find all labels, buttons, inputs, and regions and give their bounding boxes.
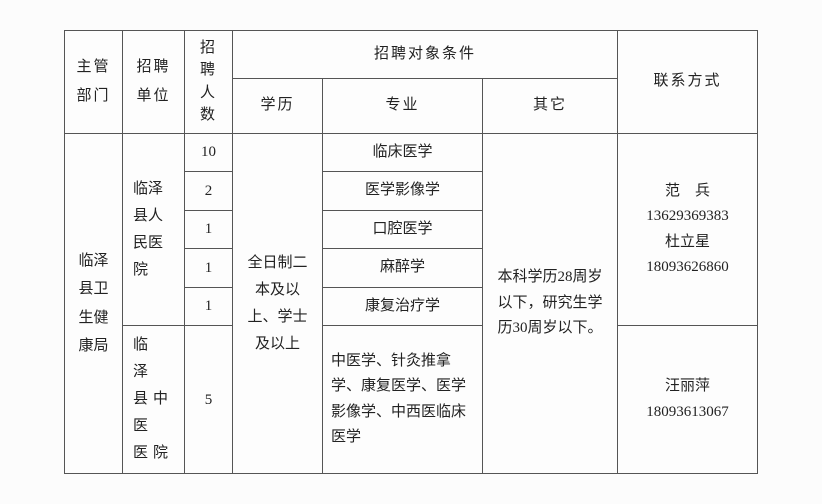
cell-major: 麻醉学 xyxy=(323,249,483,288)
cell-edu: 全日制二本及以上、学士及以上 xyxy=(233,133,323,474)
hdr-dept: 主管部门 xyxy=(65,30,123,133)
cell-count: 2 xyxy=(185,172,233,211)
cell-count: 10 xyxy=(185,133,233,172)
hdr-cond: 招聘对象条件 xyxy=(233,30,618,78)
cell-unit1: 临泽县人民医院 xyxy=(123,133,185,326)
cell-unit2: 临 泽 县中 医 医院 xyxy=(123,326,185,474)
cell-dept: 临泽县卫生健康局 xyxy=(65,133,123,474)
cell-major: 口腔医学 xyxy=(323,210,483,249)
hdr-edu: 学历 xyxy=(233,79,323,134)
cell-major: 医学影像学 xyxy=(323,172,483,211)
cell-count: 5 xyxy=(185,326,233,474)
cell-major: 中医学、针灸推拿学、康复医学、医学影像学、中西医临床医学 xyxy=(323,326,483,474)
cell-contact1: 范 兵13629369383杜立星18093626860 xyxy=(618,133,758,326)
cell-major: 康复治疗学 xyxy=(323,287,483,326)
hdr-major: 专业 xyxy=(323,79,483,134)
table-row: 临 泽 县中 医 医院 5 中医学、针灸推拿学、康复医学、医学影像学、中西医临床… xyxy=(65,326,758,474)
cell-contact2: 汪丽萍18093613067 xyxy=(618,326,758,474)
cell-count: 1 xyxy=(185,287,233,326)
cell-count: 1 xyxy=(185,249,233,288)
hdr-contact: 联系方式 xyxy=(618,30,758,133)
cell-major: 临床医学 xyxy=(323,133,483,172)
table-row: 临泽县卫生健康局 临泽县人民医院 10 全日制二本及以上、学士及以上 临床医学 … xyxy=(65,133,758,172)
recruitment-table: 主管部门 招聘单位 招聘人数 招聘对象条件 联系方式 学历 专业 其它 临泽县卫… xyxy=(64,30,758,475)
hdr-other: 其它 xyxy=(483,79,618,134)
cell-other: 本科学历28周岁以下，研究生学历30周岁以下。 xyxy=(483,133,618,474)
hdr-count: 招聘人数 xyxy=(185,30,233,133)
cell-count: 1 xyxy=(185,210,233,249)
hdr-unit: 招聘单位 xyxy=(123,30,185,133)
